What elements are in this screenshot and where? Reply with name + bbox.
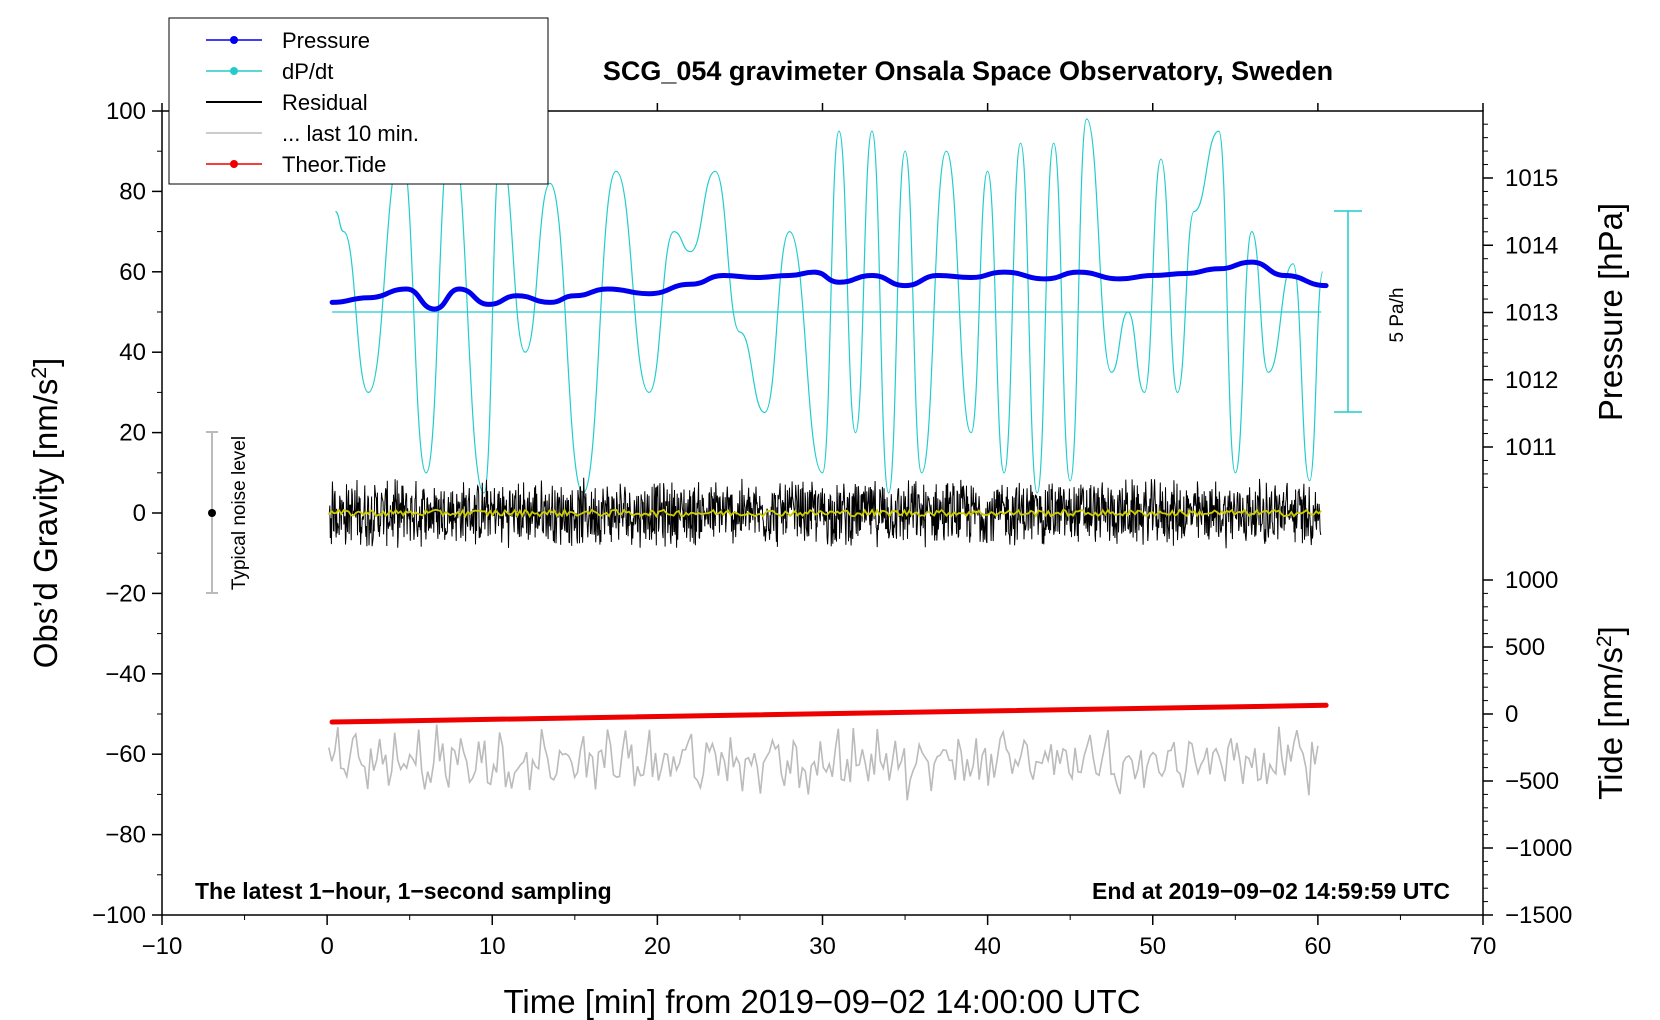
legend-label: Theor.Tide [282,152,386,177]
bottom-right-note: End at 2019−09−02 14:59:59 UTC [1092,878,1450,904]
legend-swatch-marker [230,160,238,168]
x-tick-label: 20 [644,933,671,960]
y-axis-label-sup: 2 [28,367,51,379]
x-axis: −10 0 10 20 30 40 50 60 70 [142,103,1497,960]
scale-bar-label: 5 Pa/h [1387,288,1408,343]
tide-axis-label-main: Tide [nm/s [1592,647,1629,800]
y-tick-label: 80 [119,178,146,205]
pressure-series-line [329,259,1329,312]
y-axis-pressure: 1011 1012 1013 1014 1015 [1483,123,1558,488]
tide-axis-label-end: ] [1592,626,1629,635]
pressure-tick-label: 1015 [1505,165,1558,192]
legend-swatch-marker [230,36,238,44]
x-tick-label: −10 [142,933,183,960]
x-tick-label: 70 [1470,933,1497,960]
pressure-tick-label: 1014 [1505,232,1558,259]
noise-indicator: Typical noise level [206,431,250,594]
tide-layer [329,702,1329,725]
tide-tick-label: −500 [1505,768,1559,795]
residual-layer [328,477,1322,549]
tide-tick-label: 1000 [1505,567,1558,594]
y-tick-label: 100 [106,98,146,125]
y-tick-label: −100 [92,902,146,929]
tide-tick-label: −1000 [1505,835,1572,862]
tide-axis-label-sup: 2 [1593,635,1616,647]
pressure-tick-label: 1011 [1505,434,1557,461]
y-axis-label-main: Obs’d Gravity [nm/s [27,379,64,669]
legend: Pressure dP/dt Residual ... last 10 min. The… [168,17,549,185]
y-axis-gravity: −100 −80 −60 −40 −20 0 20 40 60 80 100 [92,98,162,929]
legend-label: dP/dt [282,59,333,84]
last-10-min-series-line [328,724,1319,801]
y-axis-tide: −1500 −1000 −500 0 500 1000 [1483,567,1572,929]
noise-dot [208,509,216,517]
tide-series-line [329,702,1329,725]
y-tick-label: 20 [119,420,146,447]
y-tick-label: 0 [133,500,146,527]
x-tick-label: 50 [1139,933,1166,960]
noise-label: Typical noise level [229,436,250,590]
y-tick-label: −60 [105,741,146,768]
x-tick-label: 0 [320,933,333,960]
dpdt-scale-bar: 5 Pa/h [1334,210,1408,413]
tide-tick-label: −1500 [1505,902,1572,929]
y-tick-label: −20 [105,580,146,607]
y-tick-label: −80 [105,822,146,849]
y-tick-label: −40 [105,661,146,688]
x-tick-label: 10 [479,933,506,960]
tide-axis-label: Tide [nm/s2] [1592,626,1629,800]
pressure-tick-label: 1013 [1505,300,1558,327]
legend-label: Residual [282,90,368,115]
x-axis-label: Time [min] from 2019−09−02 14:00:00 UTC [503,983,1140,1020]
x-tick-label: 30 [809,933,836,960]
legend-swatch-marker [230,67,238,75]
x-tick-label: 60 [1305,933,1332,960]
legend-label: ... last 10 min. [282,121,419,146]
pressure-axis-label: Pressure [hPa] [1592,203,1629,421]
pressure-tick-label: 1012 [1505,367,1558,394]
legend-label: Pressure [282,28,370,53]
bottom-left-note: The latest 1−hour, 1−second sampling [195,878,612,904]
chart-title: SCG_054 gravimeter Onsala Space Observat… [603,56,1333,86]
y-axis-label-end: ] [27,358,64,367]
y-tick-label: 40 [119,339,146,366]
residual-smoothed-line [328,507,1322,519]
x-tick-label: 40 [974,933,1001,960]
y-tick-label: 60 [119,259,146,286]
residual-series-line [328,477,1322,549]
pressure-layer [329,259,1329,312]
y-axis-label: Obs’d Gravity [nm/s2] [27,358,64,669]
tide-tick-label: 0 [1505,701,1518,728]
tide-tick-label: 500 [1505,634,1545,661]
last-10-min-layer [328,724,1319,801]
